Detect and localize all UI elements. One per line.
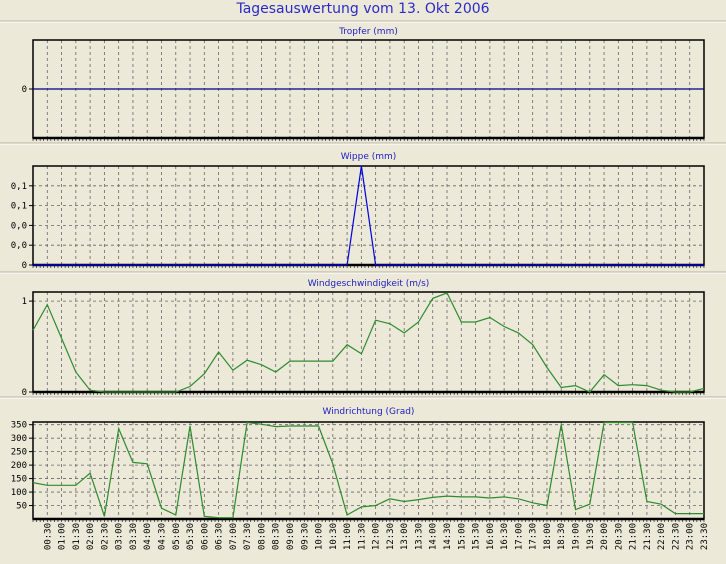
x-tick-label: 14:00 bbox=[429, 523, 439, 550]
plot-frame bbox=[32, 421, 705, 520]
x-tick-label: 12:00 bbox=[372, 523, 382, 550]
x-tick-label: 11:00 bbox=[343, 523, 353, 550]
y-tick-label: 150 bbox=[11, 475, 27, 485]
x-tick-label: 18:30 bbox=[557, 523, 567, 550]
series-line bbox=[33, 165, 704, 266]
y-tick-label: 0,1 bbox=[11, 202, 27, 212]
y-tick-label: 350 bbox=[11, 421, 27, 431]
x-tick-label: 06:30 bbox=[215, 523, 225, 550]
y-tick-label: 0,0 bbox=[11, 221, 27, 231]
x-tick-label: 07:30 bbox=[243, 523, 253, 550]
x-tick-label: 01:00 bbox=[58, 523, 68, 550]
y-tick-label: 50 bbox=[16, 502, 27, 512]
x-tick-label: 04:00 bbox=[143, 523, 153, 550]
x-tick-label: 13:30 bbox=[414, 523, 424, 550]
panel-title: Windrichtung (Grad) bbox=[323, 407, 415, 417]
x-tick-label: 23:00 bbox=[686, 523, 696, 550]
y-tick-label: 1 bbox=[22, 297, 27, 307]
x-tick-label: 06:00 bbox=[200, 523, 210, 550]
x-tick-label: 12:30 bbox=[386, 523, 396, 550]
y-tick-label: 250 bbox=[11, 448, 27, 458]
plot-frame bbox=[32, 291, 705, 393]
x-tick-label: 05:30 bbox=[186, 523, 196, 550]
x-tick-label: 22:00 bbox=[657, 523, 667, 550]
y-tick-label: 0 bbox=[22, 388, 27, 398]
series-line bbox=[32, 292, 705, 393]
y-tick-label: 300 bbox=[11, 434, 27, 444]
x-tick-label: 17:00 bbox=[514, 523, 524, 550]
y-tick-label: 0,0 bbox=[11, 241, 27, 251]
x-tick-label: 21:00 bbox=[629, 523, 639, 550]
x-tick-label: 16:30 bbox=[500, 523, 510, 550]
x-tick-label: 09:30 bbox=[300, 523, 310, 550]
x-tick-label: 17:30 bbox=[529, 523, 539, 550]
x-tick-label: 09:00 bbox=[286, 523, 296, 550]
x-tick-label: 20:00 bbox=[600, 523, 610, 550]
x-tick-label: 04:30 bbox=[157, 523, 167, 550]
x-tick-label: 07:00 bbox=[229, 523, 239, 550]
x-tick-label: 00:30 bbox=[43, 523, 53, 550]
x-tick-label: 10:30 bbox=[329, 523, 339, 550]
x-tick-label: 22:30 bbox=[671, 523, 681, 550]
panel-1: Tropfer (mm) 0 bbox=[22, 27, 705, 141]
x-tick-label: 01:30 bbox=[72, 523, 82, 550]
y-tick-label: 200 bbox=[11, 461, 27, 471]
panel-4: Windrichtung (Grad) 50 100 150 200 250 300 350 0… bbox=[11, 407, 710, 550]
y-tick-label: 0 bbox=[22, 261, 27, 271]
x-tick-label: 15:00 bbox=[457, 523, 467, 550]
chart-main-title: Tagesauswertung vom 13. Okt 2006 bbox=[236, 1, 490, 17]
x-tick-label: 03:30 bbox=[129, 523, 139, 550]
x-tick-label: 19:00 bbox=[572, 523, 582, 550]
x-tick-label: 10:00 bbox=[315, 523, 325, 550]
panel-title: Wippe (mm) bbox=[341, 152, 397, 162]
x-tick-label: 14:30 bbox=[443, 523, 453, 550]
x-tick-label: 02:00 bbox=[86, 523, 96, 550]
panel-title: Tropfer (mm) bbox=[338, 27, 398, 37]
panel-title: Windgeschwindigkeit (m/s) bbox=[308, 279, 430, 289]
x-tick-label: 02:30 bbox=[100, 523, 110, 550]
panel-2: Wippe (mm) 0 0,0 0,0 0,1 0,1 bbox=[11, 152, 705, 271]
x-tick-label: 15:30 bbox=[472, 523, 482, 550]
x-tick-label: 05:00 bbox=[172, 523, 182, 550]
x-tick-label: 13:00 bbox=[400, 523, 410, 550]
panel-3: Windgeschwindigkeit (m/s) 0 1 bbox=[22, 279, 705, 398]
x-tick-label: 08:30 bbox=[272, 523, 282, 550]
y-tick-label: 0 bbox=[22, 85, 27, 95]
x-tick-label: 21:30 bbox=[643, 523, 653, 550]
y-tick-label: 0,1 bbox=[11, 182, 27, 192]
x-tick-label: 23:30 bbox=[700, 523, 710, 550]
x-tick-label: 03:00 bbox=[115, 523, 125, 550]
x-tick-label: 19:30 bbox=[586, 523, 596, 550]
y-tick-label: 100 bbox=[11, 488, 27, 498]
series-line bbox=[32, 421, 704, 519]
x-tick-label: 08:00 bbox=[257, 523, 267, 550]
x-tick-label: 11:30 bbox=[357, 523, 367, 550]
x-tick-label: 18:00 bbox=[543, 523, 553, 550]
x-tick-label: 20:30 bbox=[614, 523, 624, 550]
x-tick-label: 16:00 bbox=[486, 523, 496, 550]
